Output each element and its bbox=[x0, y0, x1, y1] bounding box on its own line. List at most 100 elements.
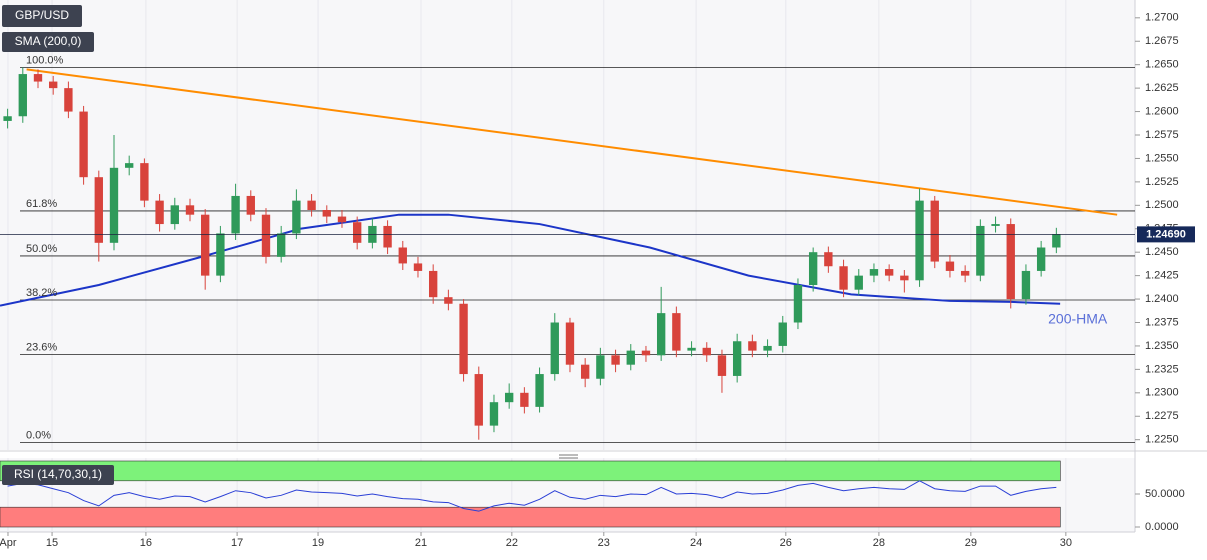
candle-body bbox=[64, 88, 73, 112]
x-tick-label: 22 bbox=[506, 537, 518, 549]
candle-body bbox=[322, 210, 331, 217]
rsi-y-tick-label: 0.0000 bbox=[1145, 521, 1179, 533]
candle-body bbox=[839, 266, 848, 290]
candle-body bbox=[900, 275, 909, 281]
candle-body bbox=[717, 355, 727, 376]
x-tick-label: 21 bbox=[415, 537, 427, 549]
y-tick-label: 1.2550 bbox=[1145, 152, 1179, 164]
overlay-box[interactable] bbox=[2, 32, 94, 52]
y-tick-label: 1.2575 bbox=[1145, 129, 1179, 141]
y-tick-label: 1.2500 bbox=[1145, 199, 1179, 211]
candle-body bbox=[732, 341, 742, 376]
x-tick-label: 30 bbox=[1060, 537, 1072, 549]
y-tick-label: 1.2625 bbox=[1145, 82, 1179, 94]
rsi-line bbox=[7, 480, 1057, 512]
candle-body bbox=[945, 261, 955, 271]
x-tick-label: 26 bbox=[780, 537, 792, 549]
candle-body bbox=[185, 205, 195, 215]
hma-label: 200-HMA bbox=[1048, 310, 1108, 326]
y-tick-label: 1.2400 bbox=[1145, 293, 1179, 305]
last-price-box bbox=[1137, 226, 1195, 243]
trendline bbox=[26, 68, 1118, 216]
candle-body bbox=[307, 200, 316, 210]
candle-body bbox=[869, 269, 879, 276]
rsi-box[interactable] bbox=[2, 465, 114, 485]
y-tick-label: 1.2450 bbox=[1145, 246, 1179, 258]
candle-body bbox=[1021, 270, 1031, 300]
fib-level-label: 61.8% bbox=[26, 198, 57, 210]
candle-body bbox=[1006, 224, 1015, 300]
y-tick-label: 1.2350 bbox=[1145, 340, 1179, 352]
candle-body bbox=[231, 195, 240, 234]
candle-body bbox=[413, 263, 423, 271]
fib-level-label: 50.0% bbox=[26, 243, 57, 255]
candle-body bbox=[109, 167, 119, 243]
candle-body bbox=[140, 163, 149, 201]
candle-body bbox=[292, 200, 301, 234]
candle-body bbox=[930, 200, 939, 262]
candle-body bbox=[960, 270, 970, 276]
candle-body bbox=[79, 111, 88, 178]
grid-layer bbox=[0, 0, 1140, 536]
candle-body bbox=[656, 313, 666, 356]
fib-level-label: 23.6% bbox=[26, 341, 57, 353]
candle-body bbox=[763, 345, 772, 351]
symbol-box[interactable] bbox=[2, 5, 82, 27]
candle-body bbox=[201, 214, 210, 276]
candle-body bbox=[94, 177, 103, 243]
candle-body bbox=[520, 392, 529, 407]
x-tick-label: 16 bbox=[140, 537, 152, 549]
candle-body bbox=[337, 216, 347, 223]
candle-body bbox=[915, 200, 924, 281]
x-tick-label: Apr bbox=[0, 537, 17, 549]
candle-body bbox=[748, 341, 757, 351]
x-tick-label: 19 bbox=[312, 537, 324, 549]
candle-body bbox=[535, 374, 544, 407]
candle-body bbox=[261, 214, 271, 257]
candle-body bbox=[33, 74, 43, 82]
candle-body bbox=[793, 285, 803, 323]
candle-body bbox=[428, 270, 438, 298]
rsi-overbought-zone bbox=[0, 460, 1061, 482]
candle-body bbox=[687, 347, 696, 351]
candle-body bbox=[383, 225, 392, 248]
candle-body bbox=[641, 350, 651, 356]
x-tick-label: 28 bbox=[873, 537, 885, 549]
candle-body bbox=[884, 269, 894, 276]
candle-body bbox=[353, 222, 362, 243]
fib-level-label: 38.2% bbox=[26, 287, 57, 299]
x-tick-label: 24 bbox=[690, 537, 702, 549]
candle-body bbox=[3, 116, 12, 121]
x-tick-label: 23 bbox=[598, 537, 610, 549]
mark-layer bbox=[0, 67, 1135, 512]
last-price-label: 1.24690 bbox=[1146, 228, 1186, 240]
overlay-label: SMA (200,0) bbox=[15, 34, 82, 48]
candle-body bbox=[155, 200, 164, 225]
candle-body bbox=[824, 252, 833, 267]
candle-body bbox=[444, 297, 453, 304]
candle-body bbox=[611, 355, 620, 365]
y-tick-label: 1.2375 bbox=[1145, 316, 1179, 328]
y-tick-label: 1.2275 bbox=[1145, 410, 1179, 422]
label-layer: GBP/USD SMA (200,0) RSI (14,70,30,1) Apr… bbox=[0, 5, 1195, 549]
candle-body bbox=[170, 205, 179, 225]
candle-body bbox=[1052, 234, 1061, 248]
candle-body bbox=[976, 225, 985, 276]
candle-body bbox=[565, 322, 575, 365]
rsi-oversold-zone bbox=[0, 506, 1061, 528]
y-tick-label: 1.2525 bbox=[1145, 176, 1179, 188]
candle-body bbox=[504, 392, 514, 403]
y-tick-label: 1.2425 bbox=[1145, 270, 1179, 282]
candle-body bbox=[459, 303, 468, 375]
symbol-title: GBP/USD bbox=[15, 8, 69, 22]
candle-body bbox=[672, 313, 681, 351]
y-tick-label: 1.2250 bbox=[1145, 434, 1179, 446]
y-tick-label: 1.2300 bbox=[1145, 387, 1179, 399]
y-tick-label: 1.2700 bbox=[1145, 12, 1179, 24]
candle-body bbox=[626, 350, 635, 365]
candle-body bbox=[18, 74, 27, 117]
candle-body bbox=[596, 355, 605, 379]
y-tick-label: 1.2650 bbox=[1145, 59, 1179, 71]
